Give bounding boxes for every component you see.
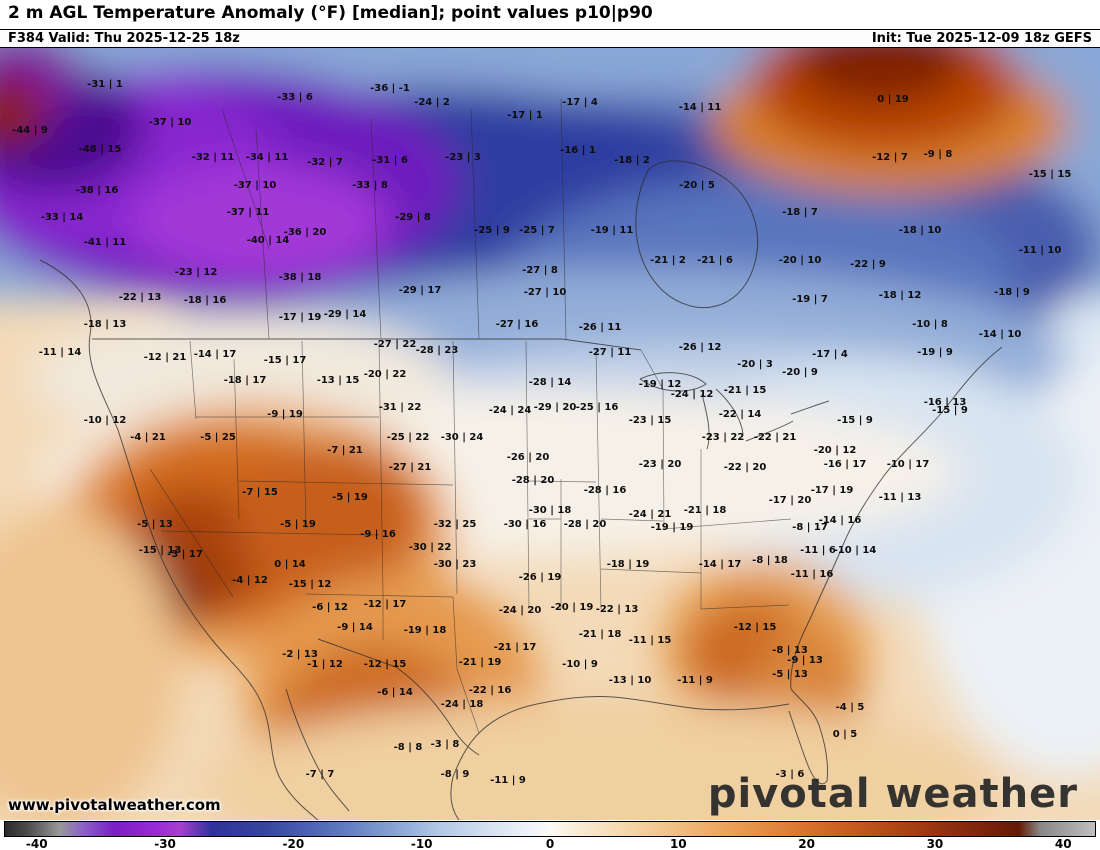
colorbar-ticks: -40 -30 -20 -10 0 10 20 30 40 (4, 837, 1096, 850)
map-boundaries (39, 98, 1003, 820)
watermark-url: www.pivotalweather.com (8, 796, 221, 814)
colorbar-tick-label: -10 (410, 837, 433, 850)
colorbar-tick-label: -30 (154, 837, 176, 850)
pivotal-weather-logo: pivotal weather (707, 771, 1078, 817)
init-time-label: Init: Tue 2025-12-09 18z GEFS (871, 31, 1092, 46)
colorbar-tick-label: 20 (798, 837, 815, 850)
map-canvas: www.pivotalweather.com pivotal weather -… (0, 48, 1100, 820)
temperature-anomaly-layer (0, 48, 1100, 820)
colorbar: -40 -30 -20 -10 0 10 20 30 40 (0, 820, 1100, 850)
colorbar-tick-label: -20 (282, 837, 305, 850)
colorbar-tick-label: -40 (25, 837, 48, 850)
forecast-info-row: F384 Valid: Thu 2025-12-25 18z Init: Tue… (0, 29, 1100, 48)
colorbar-tick-label: 30 (926, 837, 944, 850)
page-title: 2 m AGL Temperature Anomaly (°F) [median… (8, 3, 653, 23)
valid-time-label: F384 Valid: Thu 2025-12-25 18z (8, 31, 240, 46)
colorbar-tick-label: 40 (1054, 837, 1072, 850)
map-header: 2 m AGL Temperature Anomaly (°F) [median… (0, 0, 1100, 48)
colorbar-gradient (4, 821, 1096, 837)
colorbar-tick-label: 0 (545, 837, 555, 850)
colorbar-tick-label: 10 (669, 837, 687, 850)
